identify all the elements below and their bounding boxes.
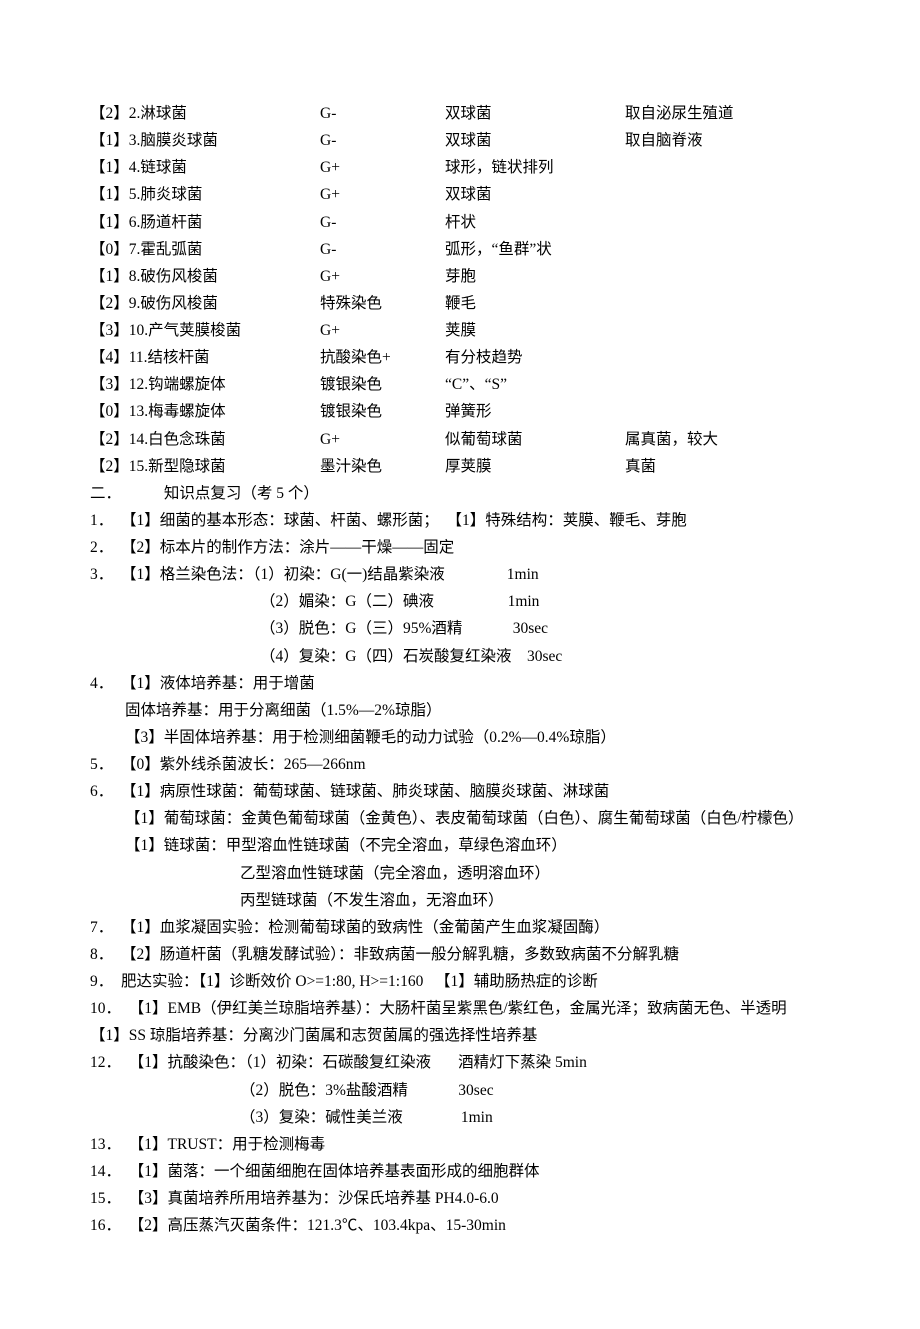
content-line: 16． 【2】高压蒸汽灭菌条件：121.3℃、103.4kpa、15-30min bbox=[90, 1212, 830, 1239]
content-line: 【3】半固体培养基：用于检测细菌鞭毛的动力试验（0.2%—0.4%琼脂） bbox=[90, 724, 830, 751]
knowledge-lines: 1． 【1】细菌的基本形态：球菌、杆菌、螺形菌； 【1】特殊结构：荚膜、鞭毛、芽… bbox=[90, 507, 830, 1239]
content-line: （3）脱色：G（三）95%酒精 30sec bbox=[90, 615, 830, 642]
content-line: 14． 【1】菌落：一个细菌细胞在固体培养基表面形成的细胞群体 bbox=[90, 1158, 830, 1185]
table-cell-c3: 属真菌，较大 bbox=[625, 426, 718, 453]
content-line: 7． 【1】血浆凝固实验：检测葡萄球菌的致病性（金葡菌产生血浆凝固酶） bbox=[90, 914, 830, 941]
content-line: （4）复染：G（四）石炭酸复红染液 30sec bbox=[90, 643, 830, 670]
table-cell-c1: G- bbox=[320, 100, 445, 127]
table-cell-c0: 【4】11.结核杆菌 bbox=[90, 344, 320, 371]
table-cell-c2: 球形，链状排列 bbox=[445, 154, 625, 181]
table-cell-c1: 特殊染色 bbox=[320, 290, 445, 317]
table-cell-c2: 荚膜 bbox=[445, 317, 625, 344]
table-cell-c0: 【2】14.白色念珠菌 bbox=[90, 426, 320, 453]
table-cell-c2: 双球菌 bbox=[445, 181, 625, 208]
content-line: 固体培养基：用于分离细菌（1.5%—2%琼脂） bbox=[90, 697, 830, 724]
content-line: 5． 【0】紫外线杀菌波长：265—266nm bbox=[90, 751, 830, 778]
table-cell-c3: 真菌 bbox=[625, 453, 656, 480]
content-line: 【1】SS 琼脂培养基：分离沙门菌属和志贺菌属的强选择性培养基 bbox=[90, 1022, 830, 1049]
table-cell-c2: “C”、“S” bbox=[445, 371, 625, 398]
table-cell-c0: 【0】7.霍乱弧菌 bbox=[90, 236, 320, 263]
table-cell-c2: 弧形，“鱼群”状 bbox=[445, 236, 625, 263]
table-cell-c0: 【1】6.肠道杆菌 bbox=[90, 209, 320, 236]
table-cell-c1: G+ bbox=[320, 317, 445, 344]
table-row: 【2】14.白色念珠菌G+似葡萄球菌属真菌，较大 bbox=[90, 426, 830, 453]
table-cell-c0: 【1】5.肺炎球菌 bbox=[90, 181, 320, 208]
table-cell-c3: 取自脑脊液 bbox=[625, 127, 703, 154]
section-2-header: 二． 知识点复习（考 5 个） bbox=[90, 480, 830, 507]
section-2-num: 二． bbox=[90, 480, 160, 507]
table-cell-c1: 抗酸染色+ bbox=[320, 344, 445, 371]
content-line: 2． 【2】标本片的制作方法：涂片——干燥——固定 bbox=[90, 534, 830, 561]
content-line: （3）复染：碱性美兰液 1min bbox=[90, 1104, 830, 1131]
table-cell-c1: G- bbox=[320, 209, 445, 236]
content-line: 9． 肥达实验：【1】诊断效价 O>=1:80, H>=1:160 【1】辅助肠… bbox=[90, 968, 830, 995]
table-cell-c1: 镀银染色 bbox=[320, 371, 445, 398]
content-line: 乙型溶血性链球菌（完全溶血，透明溶血环） bbox=[90, 860, 830, 887]
table-cell-c0: 【1】8.破伤风梭菌 bbox=[90, 263, 320, 290]
table-cell-c2: 杆状 bbox=[445, 209, 625, 236]
table-cell-c2: 双球菌 bbox=[445, 127, 625, 154]
content-line: 13． 【1】TRUST：用于检测梅毒 bbox=[90, 1131, 830, 1158]
table-cell-c2: 厚荚膜 bbox=[445, 453, 625, 480]
table-row: 【0】7.霍乱弧菌G-弧形，“鱼群”状 bbox=[90, 236, 830, 263]
table-cell-c0: 【3】10.产气荚膜梭菌 bbox=[90, 317, 320, 344]
table-cell-c1: G+ bbox=[320, 154, 445, 181]
bacteria-table: 【2】2.淋球菌G-双球菌取自泌尿生殖道【1】3.脑膜炎球菌G-双球菌取自脑脊液… bbox=[90, 100, 830, 480]
table-cell-c1: 墨汁染色 bbox=[320, 453, 445, 480]
table-cell-c1: G+ bbox=[320, 181, 445, 208]
table-cell-c0: 【1】3.脑膜炎球菌 bbox=[90, 127, 320, 154]
table-cell-c3: 取自泌尿生殖道 bbox=[625, 100, 734, 127]
content-line: 【1】葡萄球菌：金黄色葡萄球菌（金黄色）、表皮葡萄球菌（白色）、腐生葡萄球菌（白… bbox=[90, 805, 830, 832]
table-cell-c1: 镀银染色 bbox=[320, 398, 445, 425]
table-cell-c1: G+ bbox=[320, 426, 445, 453]
table-cell-c1: G- bbox=[320, 127, 445, 154]
content-line: 【1】链球菌：甲型溶血性链球菌（不完全溶血，草绿色溶血环） bbox=[90, 832, 830, 859]
table-cell-c0: 【2】15.新型隐球菌 bbox=[90, 453, 320, 480]
table-cell-c0: 【3】12.钩端螺旋体 bbox=[90, 371, 320, 398]
table-row: 【1】6.肠道杆菌G-杆状 bbox=[90, 209, 830, 236]
content-line: 4． 【1】液体培养基：用于增菌 bbox=[90, 670, 830, 697]
content-line: 12． 【1】抗酸染色：（1）初染：石碳酸复红染液 酒精灯下蒸染 5min bbox=[90, 1049, 830, 1076]
content-line: 丙型链球菌（不发生溶血，无溶血环） bbox=[90, 887, 830, 914]
table-cell-c2: 双球菌 bbox=[445, 100, 625, 127]
table-row: 【4】11.结核杆菌抗酸染色+有分枝趋势 bbox=[90, 344, 830, 371]
table-cell-c0: 【2】2.淋球菌 bbox=[90, 100, 320, 127]
content-line: 6． 【1】病原性球菌：葡萄球菌、链球菌、肺炎球菌、脑膜炎球菌、淋球菌 bbox=[90, 778, 830, 805]
table-cell-c0: 【0】13.梅毒螺旋体 bbox=[90, 398, 320, 425]
table-row: 【3】12.钩端螺旋体镀银染色“C”、“S” bbox=[90, 371, 830, 398]
content-line: 3． 【1】格兰染色法：（1）初染：G(一)结晶紫染液 1min bbox=[90, 561, 830, 588]
content-line: 10． 【1】EMB（伊红美兰琼脂培养基）：大肠杆菌呈紫黑色/紫红色，金属光泽；… bbox=[90, 995, 830, 1022]
content-line: 1． 【1】细菌的基本形态：球菌、杆菌、螺形菌； 【1】特殊结构：荚膜、鞭毛、芽… bbox=[90, 507, 830, 534]
table-row: 【2】9.破伤风梭菌特殊染色鞭毛 bbox=[90, 290, 830, 317]
table-cell-c1: G- bbox=[320, 236, 445, 263]
content-line: 8． 【2】肠道杆菌（乳糖发酵试验）：非致病菌一般分解乳糖，多数致病菌不分解乳糖 bbox=[90, 941, 830, 968]
table-row: 【3】10.产气荚膜梭菌G+荚膜 bbox=[90, 317, 830, 344]
table-cell-c0: 【1】4.链球菌 bbox=[90, 154, 320, 181]
table-row: 【0】13.梅毒螺旋体镀银染色弹簧形 bbox=[90, 398, 830, 425]
content-line: （2）脱色：3%盐酸酒精 30sec bbox=[90, 1077, 830, 1104]
table-row: 【1】3.脑膜炎球菌G-双球菌取自脑脊液 bbox=[90, 127, 830, 154]
table-cell-c2: 鞭毛 bbox=[445, 290, 625, 317]
section-2-title: 知识点复习（考 5 个） bbox=[164, 485, 319, 502]
table-cell-c2: 芽胞 bbox=[445, 263, 625, 290]
table-row: 【1】5.肺炎球菌G+双球菌 bbox=[90, 181, 830, 208]
table-row: 【1】4.链球菌G+球形，链状排列 bbox=[90, 154, 830, 181]
table-cell-c2: 弹簧形 bbox=[445, 398, 625, 425]
table-cell-c1: G+ bbox=[320, 263, 445, 290]
table-row: 【2】15.新型隐球菌墨汁染色厚荚膜真菌 bbox=[90, 453, 830, 480]
content-line: （2）媚染：G（二）碘液 1min bbox=[90, 588, 830, 615]
content-line: 15． 【3】真菌培养所用培养基为：沙保氏培养基 PH4.0-6.0 bbox=[90, 1185, 830, 1212]
table-cell-c2: 有分枝趋势 bbox=[445, 344, 625, 371]
table-row: 【1】8.破伤风梭菌G+芽胞 bbox=[90, 263, 830, 290]
table-cell-c0: 【2】9.破伤风梭菌 bbox=[90, 290, 320, 317]
document-page: 【2】2.淋球菌G-双球菌取自泌尿生殖道【1】3.脑膜炎球菌G-双球菌取自脑脊液… bbox=[0, 0, 920, 1329]
table-row: 【2】2.淋球菌G-双球菌取自泌尿生殖道 bbox=[90, 100, 830, 127]
table-cell-c2: 似葡萄球菌 bbox=[445, 426, 625, 453]
